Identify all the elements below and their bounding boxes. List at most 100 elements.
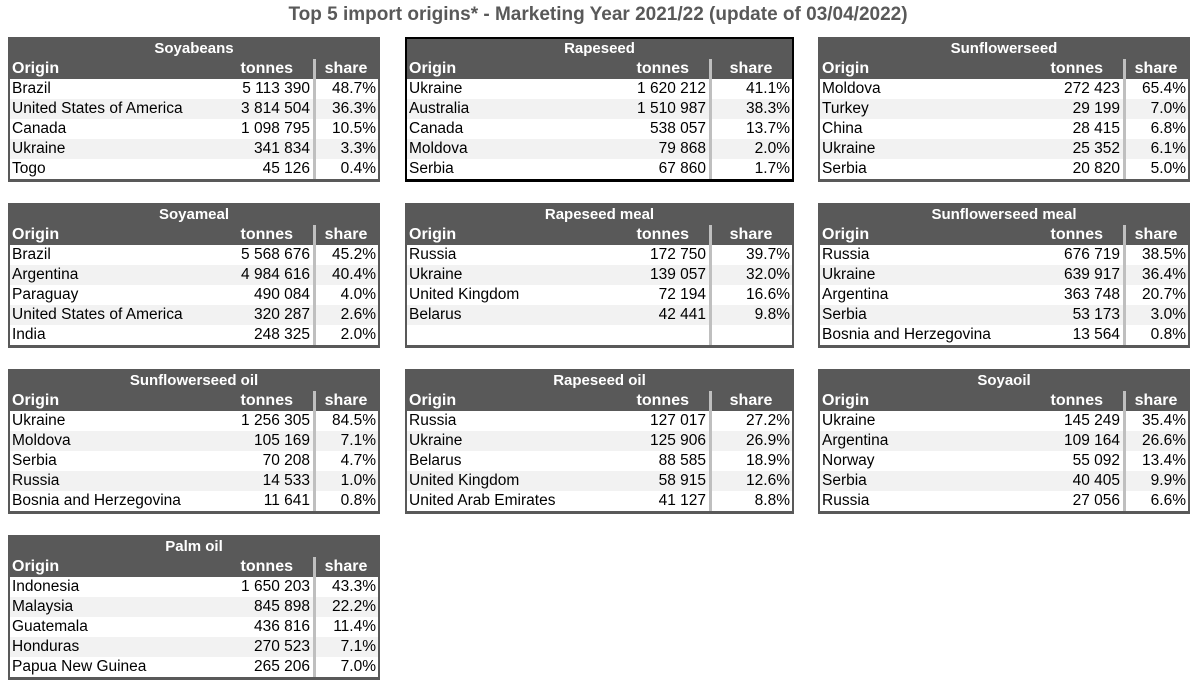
share-cell: 8.8% — [754, 492, 790, 509]
page-title: Top 5 import origins* - Marketing Year 2… — [288, 4, 908, 25]
share-cell: 2.0% — [340, 326, 376, 343]
origin-cell: Moldova — [409, 140, 468, 157]
table-row: Canada 538 057 13.7% — [407, 119, 792, 139]
header-row: Origin tonnes share — [407, 225, 792, 245]
column-header-share: share — [324, 392, 368, 409]
tonnes-cell: 72 194 — [600, 285, 712, 305]
origin-cell: Belarus — [409, 452, 462, 469]
table-title: Sunflowerseed — [950, 40, 1058, 57]
share-cell: 18.9% — [746, 452, 790, 469]
table-row: Malaysia 845 898 22.2% — [10, 597, 378, 617]
origin-cell: Moldova — [822, 80, 881, 97]
header-row: Origin tonnes share — [820, 59, 1188, 79]
origin-cell: Australia — [409, 100, 470, 117]
table-row: India 248 325 2.0% — [10, 325, 378, 345]
share-cell: 0.4% — [340, 160, 376, 177]
origin-cell: Canada — [12, 120, 67, 137]
share-cell: 38.5% — [1142, 246, 1186, 263]
table-palm-oil: Palm oil Origin tonnes share Indonesia 1 650 … — [8, 535, 380, 680]
tonnes-cell: 20 820 — [1014, 159, 1126, 179]
table-row: United Kingdom 72 194 16.6% — [407, 285, 792, 305]
table-row: Bosnia and Herzegovina 11 641 0.8% — [10, 491, 378, 511]
origin-cell: Serbia — [822, 306, 867, 323]
tonnes-cell: 29 199 — [1014, 99, 1126, 119]
share-cell: 26.9% — [746, 432, 790, 449]
origin-cell: Russia — [12, 472, 60, 489]
share-cell: 39.7% — [746, 246, 790, 263]
table-row: Serbia 53 173 3.0% — [820, 305, 1188, 325]
table-row: Belarus 42 441 9.8% — [407, 305, 792, 325]
share-cell: 11.4% — [333, 618, 376, 635]
column-header-share: share — [324, 558, 368, 575]
origin-cell: Togo — [12, 160, 46, 177]
table-row — [407, 325, 792, 345]
share-cell: 32.0% — [746, 266, 790, 283]
share-cell: 7.1% — [340, 638, 376, 655]
table-row: Ukraine 341 834 3.3% — [10, 139, 378, 159]
table-title: Soyaoil — [977, 372, 1031, 389]
table-soyabeans: Soyabeans Origin tonnes share Brazil 5 113 39… — [8, 37, 380, 182]
column-header-tonnes: tonnes — [226, 59, 316, 79]
tonnes-cell: 109 164 — [1014, 431, 1126, 451]
share-cell: 6.1% — [1150, 140, 1186, 157]
tonnes-cell: 1 650 203 — [226, 577, 316, 597]
table-title: Soyameal — [158, 206, 230, 223]
origin-cell: Argentina — [822, 286, 889, 303]
origin-cell: China — [822, 120, 863, 137]
table-row: Ukraine 1 620 212 41.1% — [407, 79, 792, 99]
column-header-tonnes: tonnes — [1014, 59, 1126, 79]
tonnes-cell: 538 057 — [600, 119, 712, 139]
share-cell: 3.0% — [1150, 306, 1186, 323]
origin-cell: Norway — [822, 452, 875, 469]
table-sunflowerseed: Sunflowerseed Origin tonnes share Moldova 272… — [818, 37, 1190, 182]
tonnes-cell: 139 057 — [600, 265, 712, 285]
table-title: Rapeseed meal — [544, 206, 655, 223]
origin-cell: Serbia — [12, 452, 57, 469]
share-cell: 36.4% — [1142, 266, 1186, 283]
origin-cell: Ukraine — [822, 266, 876, 283]
tonnes-cell: 11 641 — [226, 491, 316, 511]
column-header-origin: Origin — [12, 558, 60, 575]
share-cell: 5.0% — [1150, 160, 1186, 177]
tonnes-cell: 265 206 — [226, 657, 316, 677]
origin-cell: Bosnia and Herzegovina — [12, 492, 181, 509]
table-rapeseed: Rapeseed Origin tonnes share Ukraine 1 620 21… — [405, 37, 794, 182]
table-row: Ukraine 139 057 32.0% — [407, 265, 792, 285]
share-cell: 4.0% — [340, 286, 376, 303]
table-row: Togo 45 126 0.4% — [10, 159, 378, 179]
origin-cell: Ukraine — [12, 412, 66, 429]
column-header-origin: Origin — [822, 392, 870, 409]
share-cell: 2.6% — [340, 306, 376, 323]
origin-cell: United States of America — [12, 100, 183, 117]
table-row: Australia 1 510 987 38.3% — [407, 99, 792, 119]
table-row: Serbia 40 405 9.9% — [820, 471, 1188, 491]
origin-cell: United Kingdom — [409, 472, 520, 489]
origin-cell: Paraguay — [12, 286, 79, 303]
tonnes-cell: 320 287 — [226, 305, 316, 325]
table-row: Serbia 67 860 1.7% — [407, 159, 792, 179]
table-sunflowerseed-meal: Sunflowerseed meal Origin tonnes share Russi… — [818, 203, 1190, 348]
column-header-tonnes: tonnes — [1014, 391, 1126, 411]
table-row: Honduras 270 523 7.1% — [10, 637, 378, 657]
origin-cell: Turkey — [822, 100, 869, 117]
share-cell: 65.4% — [1142, 80, 1186, 97]
origin-cell: Ukraine — [822, 140, 876, 157]
column-header-share: share — [729, 392, 773, 409]
tonnes-cell: 28 415 — [1014, 119, 1126, 139]
table-row: United States of America 320 287 2.6% — [10, 305, 378, 325]
header-row: Origin tonnes share — [10, 391, 378, 411]
share-cell: 0.8% — [1150, 326, 1186, 343]
tonnes-cell: 14 533 — [226, 471, 316, 491]
tonnes-cell: 127 017 — [600, 411, 712, 431]
tonnes-cell: 1 256 305 — [226, 411, 316, 431]
column-header-origin: Origin — [409, 226, 457, 243]
header-row: Origin tonnes share — [407, 391, 792, 411]
column-header-tonnes: tonnes — [600, 225, 712, 245]
header-row: Origin tonnes share — [10, 557, 378, 577]
share-cell: 35.4% — [1142, 412, 1186, 429]
origin-cell: United Kingdom — [409, 286, 520, 303]
table-row: Indonesia 1 650 203 43.3% — [10, 577, 378, 597]
origin-cell: Belarus — [409, 306, 462, 323]
tonnes-cell: 490 084 — [226, 285, 316, 305]
table-row: Ukraine 125 906 26.9% — [407, 431, 792, 451]
